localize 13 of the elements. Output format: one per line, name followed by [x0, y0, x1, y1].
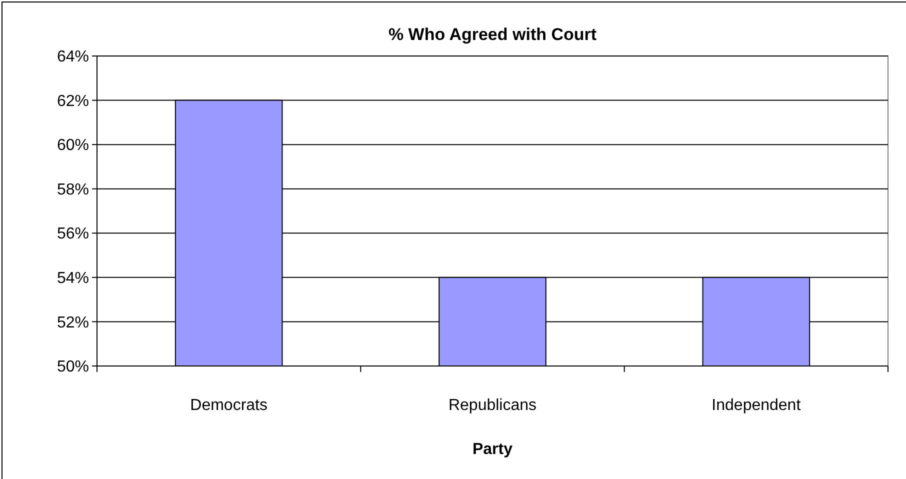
- x-axis-title: Party: [472, 441, 513, 458]
- y-tick-label: 50%: [56, 358, 89, 376]
- y-tick-label: 56%: [56, 226, 89, 243]
- y-tick-label: 52%: [56, 314, 89, 332]
- y-tick-label: 62%: [56, 92, 89, 110]
- y-tick-label: 60%: [56, 137, 89, 154]
- x-tick-label: Independent: [712, 397, 802, 414]
- y-tick-label: 58%: [56, 181, 89, 198]
- y-tick-label: 54%: [56, 270, 89, 288]
- y-tick-label: 64%: [56, 48, 89, 66]
- x-tick-label: Republicans: [448, 397, 537, 414]
- chart-title: % Who Agreed with Court: [388, 25, 597, 44]
- x-tick-label: Democrats: [190, 397, 268, 414]
